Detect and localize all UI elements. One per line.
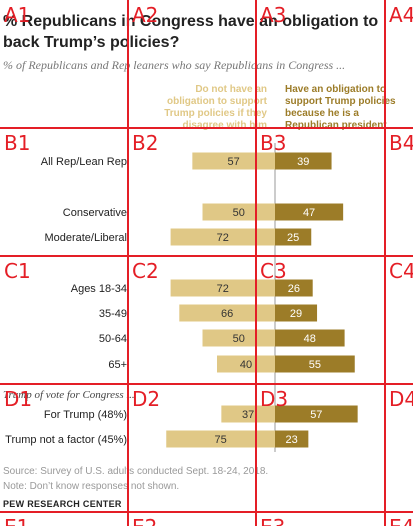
grid-cell-label-D4: D4	[389, 387, 413, 411]
row-label-2-2: 50-64	[99, 333, 127, 345]
chart-title-line-1: % Republicans in Congress have an obliga…	[3, 13, 378, 30]
value-left-1-0: 50	[233, 207, 245, 219]
grid-cell-label-E4: E4	[389, 515, 413, 526]
bar-right-2-3	[275, 355, 355, 373]
bar-left-2-1	[179, 304, 275, 322]
bar-right-0-0	[275, 152, 332, 170]
grid-cell-label-E2: E2	[132, 515, 157, 526]
bar-left-0-0	[192, 152, 275, 170]
grid-cell-label-E3: E3	[260, 515, 285, 526]
value-right-3-0: 57	[310, 409, 322, 421]
bar-right-2-2	[275, 329, 345, 347]
row-label-3-1: Trump not a factor (45%)	[5, 434, 127, 446]
legend-right-line-1: Have an obligation to	[285, 84, 386, 95]
bar-right-3-1	[275, 430, 309, 448]
value-right-2-0: 26	[288, 283, 300, 295]
legend-right-line-4: Republican president	[285, 120, 387, 131]
grid-cell-label-A4: A4	[389, 3, 413, 27]
value-left-2-3: 40	[240, 359, 252, 371]
value-right-2-2: 48	[304, 333, 316, 345]
dont-know-note: Note: Don’t know responses not shown.	[3, 481, 179, 492]
row-label-2-0: Ages 18-34	[71, 283, 127, 295]
grid-cell-label-A1: A1	[4, 3, 30, 27]
value-right-2-1: 29	[290, 308, 302, 320]
legend-left-line-1: Do not have an	[195, 84, 267, 95]
value-left-2-1: 66	[221, 308, 233, 320]
row-label-0-0: All Rep/Lean Rep	[41, 156, 127, 168]
legend-right-line-3: because he is a	[285, 108, 359, 119]
source-note: Source: Survey of U.S. adults conducted …	[3, 466, 268, 477]
grid-cell-label-A2: A2	[132, 3, 158, 27]
bar-left-2-0	[170, 279, 275, 297]
bar-right-1-1	[275, 228, 312, 246]
value-left-1-1: 72	[217, 232, 229, 244]
bar-right-1-0	[275, 203, 344, 221]
grid-cell-label-C4: C4	[389, 259, 413, 283]
legend-left-line-2: obligation to support	[167, 96, 268, 107]
chart-subtitle: % of Republicans and Rep leaners who say…	[3, 58, 345, 72]
grid-cell-label-B2: B2	[132, 131, 158, 155]
value-left-2-0: 72	[217, 283, 229, 295]
value-right-3-1: 23	[286, 434, 298, 446]
group-label-3: Trump of vote for Congress ...	[3, 389, 135, 401]
grid-cell-label-B1: B1	[4, 131, 30, 155]
legend-right: Have an obligation to support Trump poli…	[285, 84, 396, 131]
row-label-3-0: For Trump (48%)	[44, 409, 127, 421]
chart-title-line-2: back Trump’s policies?	[3, 34, 179, 51]
value-right-2-3: 55	[309, 359, 321, 371]
grid-cell-label-C2: C2	[132, 259, 159, 283]
legend-left-line-4: disagree with him	[183, 120, 268, 131]
bar-left-1-1	[170, 228, 275, 246]
legend-left-line-3: Trump policies if they	[164, 108, 267, 119]
bar-left-2-3	[217, 355, 275, 373]
row-label-1-1: Moderate/Liberal	[44, 232, 127, 244]
row-label-1-0: Conservative	[63, 207, 127, 219]
value-left-2-2: 50	[233, 333, 245, 345]
grid-cell-label-B4: B4	[389, 131, 413, 155]
grid-cell-label-D2: D2	[132, 387, 160, 411]
value-left-0-0: 57	[228, 156, 240, 168]
grid-cell-label-C3: C3	[260, 259, 287, 283]
bar-right-2-1	[275, 304, 318, 322]
legend-left: Do not have an obligation to support Tru…	[164, 84, 267, 131]
grid-cell-label-A3: A3	[260, 3, 286, 27]
grid-cell-label-C1: C1	[4, 259, 31, 283]
value-right-1-1: 25	[287, 232, 299, 244]
bar-right-3-0	[275, 405, 358, 423]
value-left-3-1: 75	[215, 434, 227, 446]
bar-left-3-0	[221, 405, 275, 423]
pew-brand: PEW RESEARCH CENTER	[3, 499, 122, 509]
row-label-2-1: 35-49	[99, 308, 127, 320]
value-left-3-0: 37	[242, 409, 254, 421]
value-right-1-0: 47	[303, 207, 315, 219]
legend-right-line-2: support Trump policies	[285, 96, 396, 107]
bar-right-2-0	[275, 279, 313, 297]
grid-cell-label-B3: B3	[260, 131, 286, 155]
row-label-2-3: 65+	[108, 359, 127, 371]
grid-cell-label-E1: E1	[4, 515, 29, 526]
bars-layer: All Rep/Lean Rep 57 39 Conservative 50 47 Mode…	[3, 152, 358, 448]
grid-cell-label-D3: D3	[260, 387, 288, 411]
value-right-0-0: 39	[297, 156, 309, 168]
grid-cell-label-D1: D1	[4, 387, 32, 411]
bar-left-3-1	[166, 430, 275, 448]
